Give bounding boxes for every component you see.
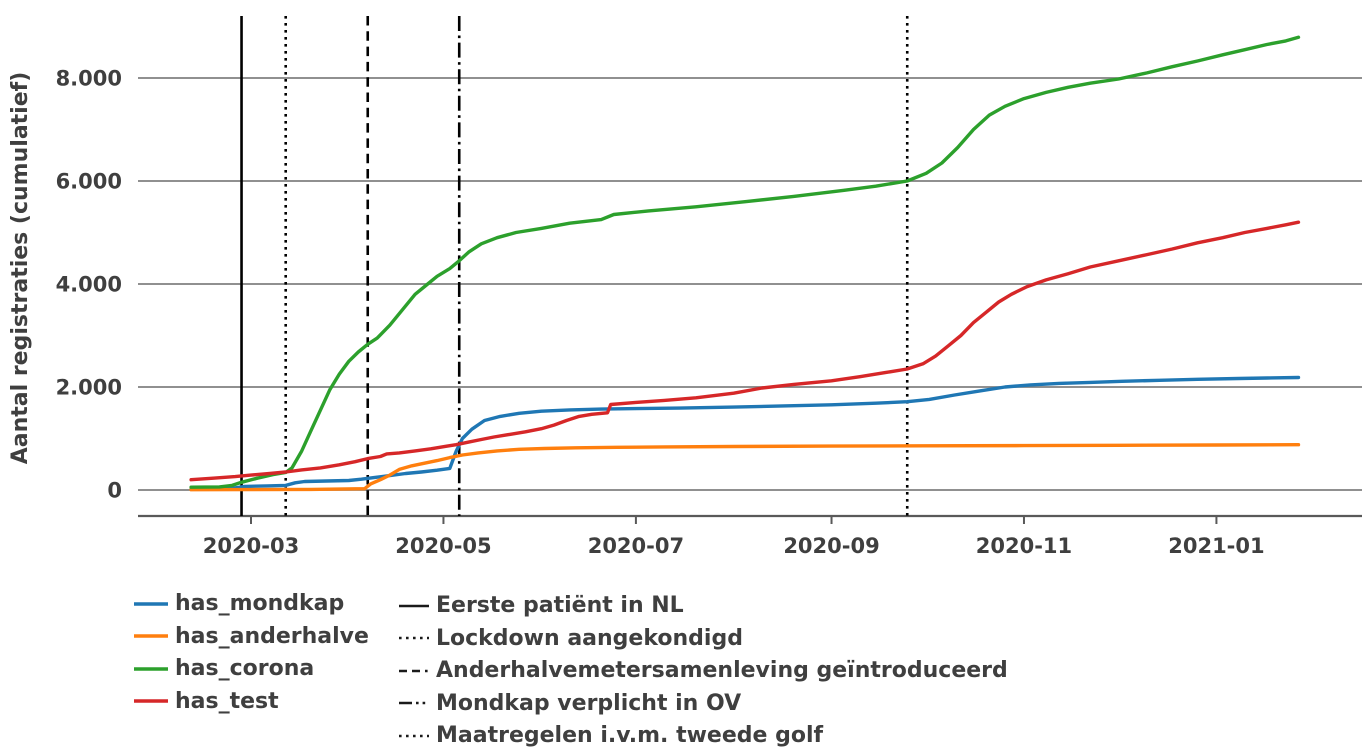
x-tick-label: 2020-05 [395,534,491,558]
legend-line-swatch-icon [134,666,168,671]
x-tick-label: 2021-01 [1168,534,1264,558]
legend-dashdot-line-swatch-icon [399,701,429,705]
legend-label: has_mondkap [175,591,345,616]
legend-item-has_anderhalve: has_anderhalve [133,625,369,648]
legend-item-event-0: Eerste patiënt in NL [398,594,1008,617]
series-line-has_test [189,220,1301,482]
series-line-has_corona [189,35,1301,489]
legend-label: Anderhalvemetersamenleving geïntroduceer… [436,658,1008,683]
legend-dashed-line-swatch-icon [399,669,429,672]
legend-item-event-3: Mondkap verplicht in OV [398,692,1008,715]
legend-dotted-line-swatch-icon [399,734,429,737]
legend-item-has_mondkap: has_mondkap [133,592,369,615]
y-tick-label: 6.000 [56,170,122,194]
x-tick-label: 2020-07 [588,534,684,558]
legend-label: has_anderhalve [175,623,369,649]
legend-item-has_corona: has_corona [133,657,369,680]
legend-label: Eerste patiënt in NL [436,593,684,618]
series-line-has_anderhalve [189,443,1301,492]
legend-series: has_mondkap has_anderhalve has_corona has_t… [133,592,369,713]
y-axis-title: Aantal registraties (cumulatief) [8,72,33,465]
legend-line-swatch-icon [134,634,168,638]
legend-label: Mondkap verplicht in OV [436,690,742,716]
series-line-has_mondkap [189,375,1301,491]
y-tick-label: 2.000 [56,376,122,400]
legend-label: has_test [175,688,279,714]
legend-item-event-1: Lockdown aangekondigd [398,627,1008,650]
legend-line-swatch-icon [134,601,168,606]
y-tick-label: 4.000 [56,273,122,297]
legend-item-has_test: has_test [133,690,369,713]
legend-item-event-4: Maatregelen i.v.m. tweede golf [398,724,1008,747]
y-tick-label: 0 [107,479,122,503]
legend-solid-line-swatch-icon [399,604,429,607]
legend-label: Maatregelen i.v.m. tweede golf [436,723,824,748]
legend-label: has_corona [175,656,315,681]
legend-events: Eerste patiënt in NL Lockdown aangekondig… [398,594,1008,747]
legend-line-swatch-icon [134,699,168,703]
legend-item-event-2: Anderhalvemetersamenleving geïntroduceer… [398,659,1008,682]
x-tick-label: 2020-09 [783,534,879,558]
legend-label: Lockdown aangekondigd [436,625,743,651]
x-tick-label: 2020-03 [203,534,299,558]
x-tick-label: 2020-11 [976,534,1072,558]
y-tick-label: 8.000 [56,67,122,91]
legend-dotted-line-swatch-icon [399,636,429,640]
